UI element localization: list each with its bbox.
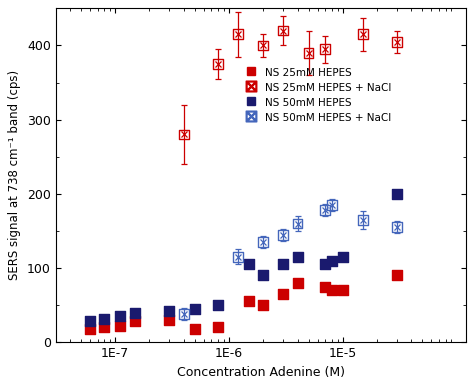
Point	[234, 31, 242, 38]
Point	[339, 254, 346, 260]
Point	[321, 284, 329, 290]
Y-axis label: SERS signal at 738 cm⁻¹ band (cps): SERS signal at 738 cm⁻¹ band (cps)	[9, 70, 21, 280]
Point	[100, 324, 108, 330]
Point	[280, 27, 287, 34]
Point	[359, 31, 367, 38]
Point	[116, 323, 124, 329]
Point	[393, 272, 401, 279]
Point	[180, 131, 188, 137]
Point	[259, 272, 267, 279]
Point	[100, 315, 108, 322]
Point	[321, 207, 329, 213]
Point	[328, 257, 336, 264]
Point	[166, 317, 173, 323]
Point	[116, 313, 124, 319]
Point	[86, 326, 94, 332]
Point	[280, 261, 287, 267]
Point	[191, 306, 199, 312]
Point	[131, 319, 139, 325]
Point	[359, 217, 367, 223]
Point	[259, 42, 267, 48]
Point	[191, 326, 199, 332]
Point	[328, 202, 336, 208]
Point	[321, 46, 329, 52]
Point	[245, 298, 253, 305]
Point	[86, 319, 94, 325]
Point	[234, 254, 242, 260]
Point	[245, 261, 253, 267]
Point	[305, 50, 312, 56]
Point	[280, 291, 287, 297]
Point	[131, 310, 139, 316]
Point	[214, 302, 222, 308]
Point	[393, 39, 401, 45]
Point	[180, 311, 188, 317]
Point	[328, 287, 336, 293]
Legend: NS 25mM HEPES, NS 25mM HEPES + NaCl, NS 50mM HEPES, NS 50mM HEPES + NaCl: NS 25mM HEPES, NS 25mM HEPES + NaCl, NS …	[241, 63, 395, 126]
Point	[280, 231, 287, 238]
Point	[393, 224, 401, 230]
Point	[393, 191, 401, 197]
Point	[321, 261, 329, 267]
Point	[294, 221, 301, 227]
Point	[294, 280, 301, 286]
Point	[214, 61, 222, 67]
Point	[259, 302, 267, 308]
Point	[294, 254, 301, 260]
X-axis label: Concentration Adenine (M): Concentration Adenine (M)	[177, 366, 345, 378]
Point	[214, 324, 222, 330]
Point	[259, 239, 267, 245]
Point	[339, 287, 346, 293]
Point	[166, 308, 173, 314]
